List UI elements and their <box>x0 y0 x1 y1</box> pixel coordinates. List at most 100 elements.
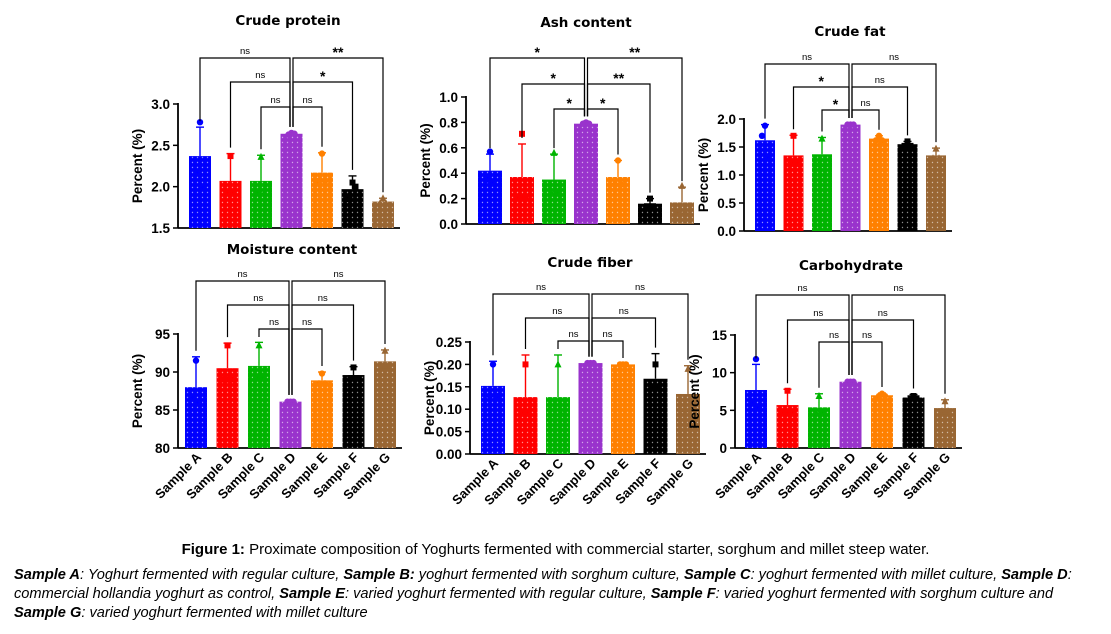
data-point-sample-b <box>230 190 237 197</box>
data-point-sample-c <box>550 148 558 156</box>
data-point-sample-g <box>376 199 384 207</box>
legend-key-f: Sample F <box>650 586 716 602</box>
legend-key-g: Sample G <box>14 605 82 621</box>
data-point-sample-e <box>622 361 630 368</box>
data-point-sample-a <box>761 122 769 129</box>
y-tick-label: 15 <box>712 328 728 343</box>
data-point-sample-c <box>818 408 826 416</box>
significance-bracket <box>586 108 619 155</box>
y-tick-label: 0.4 <box>439 166 458 181</box>
significance-label: * <box>320 68 326 84</box>
chart-title: Crude fiber <box>547 255 633 271</box>
bar-sample-b <box>219 180 242 228</box>
data-point-sample-e <box>318 370 326 377</box>
chart-title: Moisture content <box>227 242 358 258</box>
data-point-sample-b <box>221 376 228 383</box>
significance-bracket <box>851 294 946 394</box>
data-point-sample-d <box>291 130 298 137</box>
data-point-sample-g <box>379 194 387 202</box>
data-point-sample-a <box>749 399 757 406</box>
data-point-sample-c <box>553 188 561 196</box>
data-point-sample-c <box>815 392 823 400</box>
significance-bracket <box>591 340 624 358</box>
data-point-sample-b <box>781 408 788 415</box>
data-point-sample-c <box>257 152 265 160</box>
data-point-sample-g <box>687 405 695 413</box>
bar-sample-g <box>670 202 694 224</box>
legend-desc-g: varied yoghurt fermented with millet cul… <box>89 605 368 621</box>
significance-bracket <box>199 57 291 127</box>
data-point-sample-d <box>285 131 292 138</box>
data-point-sample-a <box>752 355 760 363</box>
significance-label: ns <box>318 293 328 304</box>
data-point-sample-f <box>904 138 911 145</box>
legend-desc-f: varied yoghurt fermented with sorghum cu… <box>723 586 1054 602</box>
data-point-sample-e <box>611 181 619 188</box>
data-point-sample-g <box>932 144 940 152</box>
significance-label: ns <box>302 317 312 328</box>
significance-label: * <box>551 70 557 86</box>
data-point-sample-c <box>554 360 562 368</box>
significance-bracket <box>591 317 657 357</box>
chart-panel-ash-content: Ash content Percent (%) 0.0 0.2 0.4 0.6 0.8 1.0… <box>418 15 700 232</box>
bar-sample-a <box>481 385 505 454</box>
figure-caption: Figure 1: Proximate composition of Yoghu… <box>0 541 1111 558</box>
data-point-sample-c <box>255 341 263 349</box>
y-axis-label: Percent (%) <box>422 361 437 435</box>
significance-bracket <box>292 106 323 147</box>
significance-label: ns <box>237 269 247 280</box>
significance-bracket <box>195 280 290 395</box>
bar-sample-d <box>578 363 603 454</box>
y-tick-label: 0.0 <box>717 224 736 239</box>
significance-label: ns <box>255 70 265 81</box>
y-tick-label: 1.0 <box>439 90 458 105</box>
y-tick-label: 80 <box>155 441 170 456</box>
significance-label: ns <box>270 95 280 106</box>
bar-sample-d <box>280 133 303 228</box>
y-tick-label: 85 <box>155 403 171 418</box>
y-tick-label: 1.5 <box>717 140 736 155</box>
bar-sample-f <box>341 189 364 228</box>
data-point-sample-e <box>875 392 883 400</box>
y-tick-label: 0.20 <box>436 357 462 372</box>
legend-key-e: Sample E <box>279 586 345 602</box>
significance-bracket <box>521 83 586 138</box>
significance-label: ns <box>797 283 807 294</box>
significance-bracket <box>557 340 590 357</box>
significance-label: ns <box>619 306 629 317</box>
significance-bracket <box>821 109 850 132</box>
y-axis-label: Percent (%) <box>687 354 702 428</box>
bar-sample-c <box>546 397 570 454</box>
data-point-sample-f <box>647 195 653 202</box>
chart-panel-crude-fat: Crude fat Percent (%) 0.0 0.5 1.0 1.5 2.0 ns ns *… <box>696 24 952 239</box>
bar-sample-d <box>279 401 302 448</box>
data-point-sample-g <box>382 199 390 207</box>
bar-sample-c <box>808 407 830 448</box>
data-point-sample-f <box>901 142 908 149</box>
significance-bracket <box>292 81 354 170</box>
y-tick-label: 1.0 <box>717 168 736 183</box>
data-point-sample-g <box>684 364 692 372</box>
data-point-sample-b <box>516 195 522 202</box>
data-point-sample-g <box>938 407 946 415</box>
caption-label: Figure 1: <box>181 541 245 558</box>
data-point-sample-e <box>321 380 329 387</box>
bar-sample-e <box>311 380 333 448</box>
bar-sample-g <box>934 408 956 448</box>
data-point-sample-e <box>318 150 326 157</box>
bar-sample-g <box>372 201 394 228</box>
legend-key-b: Sample B: <box>343 567 415 583</box>
chart-title: Carbohydrate <box>799 258 903 274</box>
data-point-sample-c <box>258 371 266 379</box>
legend-desc-a: Yoghurt fermented with regular culture, <box>87 567 344 583</box>
chart-title: Crude fat <box>814 24 886 40</box>
data-point-sample-f <box>346 196 353 203</box>
significance-bracket <box>591 293 689 360</box>
bar-sample-c <box>812 154 832 231</box>
significance-label: ns <box>893 283 903 294</box>
data-point-sample-a <box>195 399 203 406</box>
bar-sample-c <box>250 180 272 228</box>
data-point-sample-d <box>579 120 587 127</box>
